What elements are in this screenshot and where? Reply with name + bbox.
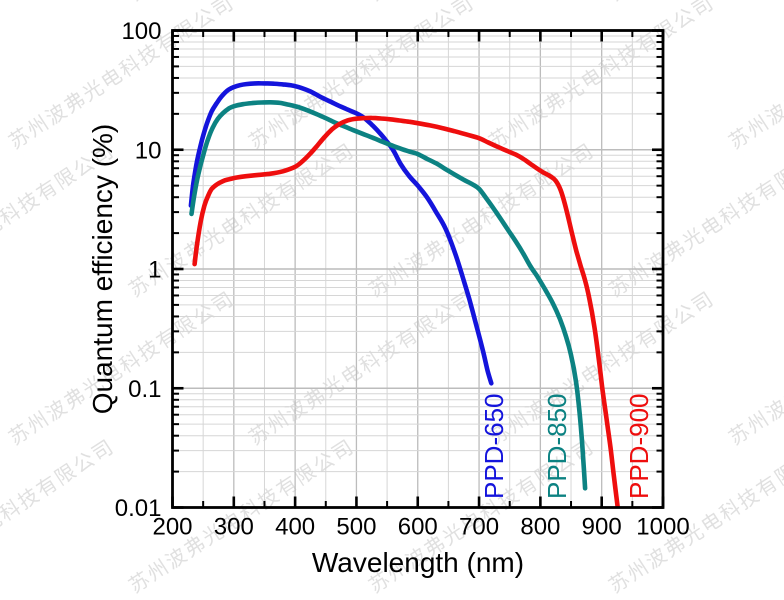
y-tick-label: 100 bbox=[121, 18, 161, 45]
x-tick-label: 300 bbox=[214, 514, 254, 541]
y-tick-label: 0.1 bbox=[128, 376, 161, 403]
axes bbox=[171, 29, 665, 509]
tick-labels: 200 300 400 500 600 700 800 900 1000 100 10 1 0.1 0.0… bbox=[115, 18, 690, 541]
y-tick-label: 0.01 bbox=[115, 495, 162, 522]
x-tick-label: 700 bbox=[459, 514, 499, 541]
series-curve-PPD-850 bbox=[189, 99, 588, 491]
x-tick-label: 600 bbox=[398, 514, 438, 541]
series-curve-PPD-900 bbox=[192, 115, 620, 508]
x-tick-label: 1000 bbox=[636, 514, 689, 541]
x-tick-label: 400 bbox=[275, 514, 315, 541]
y-tick-label: 10 bbox=[135, 137, 162, 164]
x-axis-title: Wavelength (nm) bbox=[312, 547, 524, 578]
curves bbox=[188, 81, 620, 508]
x-tick-label: 800 bbox=[520, 514, 560, 541]
x-tick-label: 900 bbox=[582, 514, 622, 541]
series-label-PPD-650: PPD-650 bbox=[479, 394, 509, 500]
x-tick-label: 500 bbox=[336, 514, 376, 541]
y-axis-title: Quantum efficiency (%) bbox=[87, 124, 118, 415]
series-labels: PPD-650 PPD-850 PPD-900 bbox=[479, 394, 654, 500]
x-tick-label: 200 bbox=[152, 514, 192, 541]
series-label-PPD-900: PPD-900 bbox=[624, 394, 654, 500]
series-curve-PPD-650 bbox=[188, 81, 494, 386]
y-tick-label: 1 bbox=[148, 257, 161, 284]
series-label-PPD-850: PPD-850 bbox=[542, 394, 572, 500]
